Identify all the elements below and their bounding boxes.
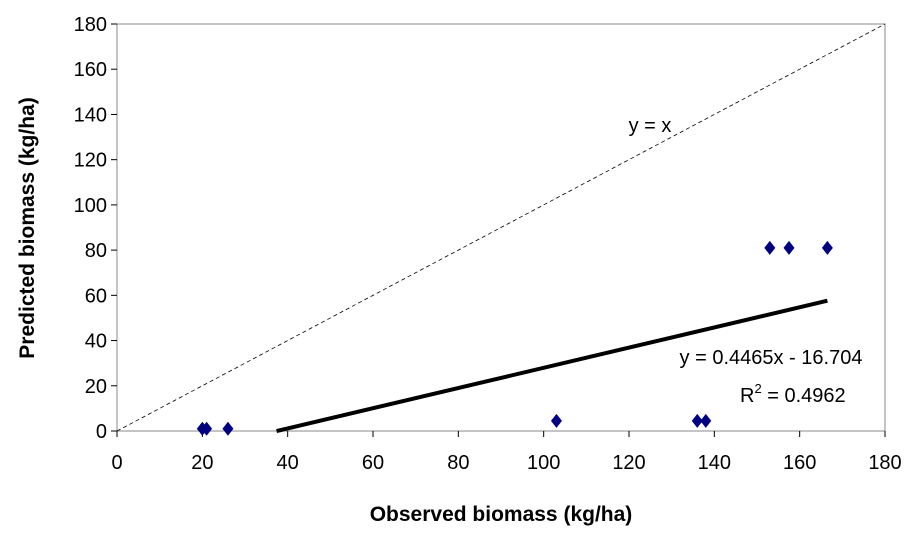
- y-tick-label: 0: [96, 421, 107, 443]
- point: [700, 413, 712, 428]
- x-tick-label: 20: [191, 452, 213, 474]
- y-tick-label: 80: [85, 240, 107, 262]
- y-tick-label: 120: [74, 150, 107, 172]
- point: [691, 413, 703, 428]
- x-tick-label: 160: [783, 452, 816, 474]
- x-tick-label: 100: [527, 452, 560, 474]
- identity-line: [116, 23, 886, 432]
- r2-label: R2 = 0.4962: [740, 381, 846, 407]
- equation-label: y = 0.4465x - 16.704: [680, 347, 863, 369]
- point: [201, 421, 213, 436]
- point: [764, 240, 776, 255]
- y-tick-label: 160: [74, 59, 107, 81]
- y-tick-label: 20: [85, 376, 107, 398]
- trendline: [276, 298, 828, 433]
- r2-sup: 2: [754, 381, 761, 396]
- y-tick-label: 40: [85, 331, 107, 353]
- x-tick-label: 40: [277, 452, 299, 474]
- x-tick-label: 60: [362, 452, 384, 474]
- y-axis-label: Predicted biomass (kg/ha): [16, 97, 39, 358]
- point: [783, 240, 795, 255]
- x-tick-label: 180: [868, 452, 901, 474]
- identity-label: y = x: [629, 115, 672, 137]
- y-tick-label: 100: [74, 195, 107, 217]
- r2-rest: = 0.4962: [762, 385, 846, 407]
- x-axis-label: Observed biomass (kg/ha): [370, 503, 633, 526]
- x-tick-label: 140: [698, 452, 731, 474]
- x-tick-label: 120: [612, 452, 645, 474]
- point: [222, 421, 234, 436]
- y-tick-label: 140: [74, 104, 107, 126]
- r2-base: R: [740, 385, 754, 407]
- y-tick-label: 180: [74, 14, 107, 36]
- x-tick-label: 0: [111, 452, 122, 474]
- y-tick-label: 60: [85, 285, 107, 307]
- x-tick-label: 80: [447, 452, 469, 474]
- plot-frame: [116, 23, 886, 432]
- point: [550, 413, 562, 428]
- point: [821, 240, 833, 255]
